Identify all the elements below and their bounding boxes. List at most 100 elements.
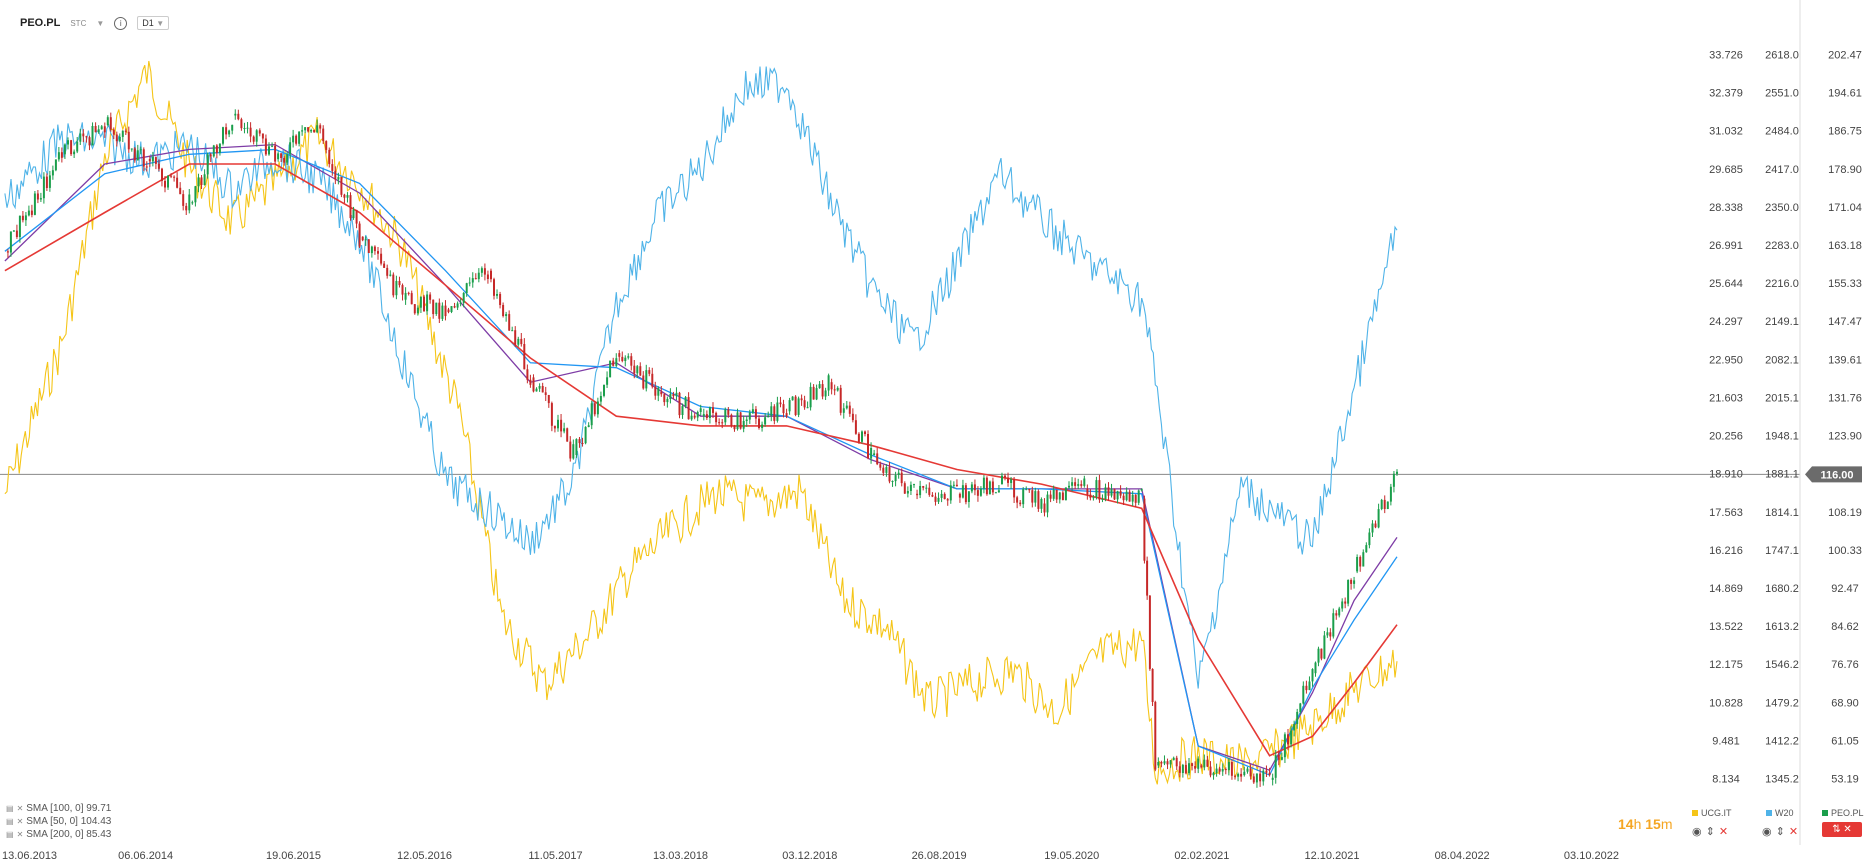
legend-w20[interactable]: W20 <box>1766 808 1794 818</box>
y-tick-label-peo: 178.90 <box>1828 164 1862 176</box>
indicator-sma-100[interactable]: ▤ ✕ SMA [100, 0] 99.71 <box>6 802 111 815</box>
candle-body <box>715 412 718 423</box>
chevron-down-icon[interactable]: ▼ <box>96 18 105 28</box>
candle-body <box>1055 490 1058 500</box>
candle-body <box>392 274 395 296</box>
sma-50-line <box>4 148 1398 776</box>
candle-body <box>130 148 133 150</box>
candle-body <box>657 388 660 396</box>
candle-body <box>407 292 410 294</box>
candle-body <box>845 405 848 409</box>
candle-body <box>1022 489 1025 505</box>
candle-body <box>121 130 124 137</box>
candle-body <box>1077 484 1080 486</box>
candle-body <box>1046 494 1049 513</box>
candle-body <box>380 253 383 264</box>
settings-icon[interactable]: ▤ <box>6 817 14 826</box>
symbol-label[interactable]: PEO.PL <box>20 17 61 29</box>
y-tick-label-peo: 139.61 <box>1828 354 1862 366</box>
reorder-icon[interactable]: ⇕ <box>1775 826 1789 838</box>
candle-body <box>1305 685 1308 691</box>
candle-body <box>112 129 115 135</box>
candle-body <box>809 386 812 408</box>
candle-body <box>1283 734 1286 758</box>
candle-body <box>1107 487 1110 496</box>
candle-body <box>1326 632 1329 636</box>
y-tick-label-peo: 155.33 <box>1828 278 1862 290</box>
candle-body <box>1001 475 1003 485</box>
info-icon[interactable]: i <box>114 16 128 30</box>
eye-icon[interactable]: ◉ <box>1692 826 1706 838</box>
y-tick-label-ucg: 12.175 <box>1709 659 1743 671</box>
candle-body <box>767 415 770 418</box>
legend-swatch <box>1766 810 1772 816</box>
close-icon[interactable]: ✕ <box>1718 826 1733 838</box>
candle-body <box>1010 479 1013 483</box>
candle-body <box>979 488 982 496</box>
candle-body <box>794 396 797 415</box>
candle-body <box>985 477 988 495</box>
candle-body <box>758 418 760 428</box>
y-tick-label-ucg: 9.481 <box>1712 735 1740 747</box>
reorder-icon[interactable]: ⇕ <box>1705 826 1719 838</box>
candle-body <box>532 377 535 392</box>
candle-body <box>925 487 928 489</box>
candle-body <box>651 373 654 387</box>
candle-body <box>575 439 578 455</box>
candle-body <box>377 251 379 254</box>
eye-icon[interactable]: ◉ <box>1762 826 1776 838</box>
candle-body <box>727 409 730 415</box>
candle-body <box>1299 703 1302 712</box>
candle-body <box>1206 759 1209 767</box>
candle-body <box>1110 489 1113 496</box>
candle-body <box>639 366 642 376</box>
candle-body <box>1386 501 1389 509</box>
settings-icon[interactable]: ▤ <box>6 804 14 813</box>
candle-body <box>124 130 127 132</box>
candle-body <box>413 304 416 314</box>
legend-controls-peo-pl[interactable]: ⇅ ✕ <box>1822 822 1862 837</box>
candle-body <box>1166 761 1169 765</box>
candle-body <box>194 186 197 203</box>
settings-icon[interactable]: ▤ <box>6 830 14 839</box>
close-icon[interactable]: ✕ <box>16 804 24 813</box>
candle-body <box>946 499 949 501</box>
candle-body <box>854 420 857 434</box>
candle-body <box>690 415 693 420</box>
candle-body <box>258 130 261 134</box>
candle-body <box>145 166 148 168</box>
indicator-sma-50[interactable]: ▤ ✕ SMA [50, 0] 104.43 <box>6 815 111 828</box>
timeframe-select[interactable]: D1 ▼ <box>137 16 170 30</box>
close-icon[interactable]: ✕ <box>16 830 24 839</box>
close-icon[interactable]: ✕ <box>1788 826 1803 838</box>
legend-ucg-it[interactable]: UCG.IT <box>1692 808 1732 818</box>
candle-body <box>687 397 690 420</box>
indicator-sma-200[interactable]: ▤ ✕ SMA [200, 0] 85.43 <box>6 828 111 841</box>
candle-body <box>919 486 922 496</box>
candle-body <box>1380 499 1383 509</box>
chart-type-icon[interactable]: ⇅ <box>1832 824 1841 835</box>
candle-body <box>1191 763 1194 766</box>
y-tick-label-w20: 2484.0 <box>1765 126 1799 138</box>
candle-body <box>842 408 845 413</box>
candle-body <box>660 391 663 395</box>
candle-body <box>1031 490 1034 503</box>
candle-body <box>234 113 237 116</box>
close-icon[interactable]: ✕ <box>1843 824 1852 835</box>
candle-body <box>1119 491 1122 496</box>
candle-body <box>885 467 888 473</box>
candle-body <box>237 113 240 120</box>
legend-peo-pl[interactable]: PEO.PL <box>1822 808 1864 818</box>
candle-body <box>627 356 630 358</box>
candle-body <box>1131 494 1134 502</box>
candle-body <box>218 143 221 153</box>
candle-body <box>785 413 788 417</box>
candle-body <box>964 485 967 503</box>
candle-body <box>1169 760 1172 765</box>
close-icon[interactable]: ✕ <box>16 817 24 826</box>
candle-body <box>609 360 612 378</box>
candle-body <box>770 406 773 416</box>
candle-body <box>891 481 894 482</box>
candle-body <box>745 419 748 421</box>
